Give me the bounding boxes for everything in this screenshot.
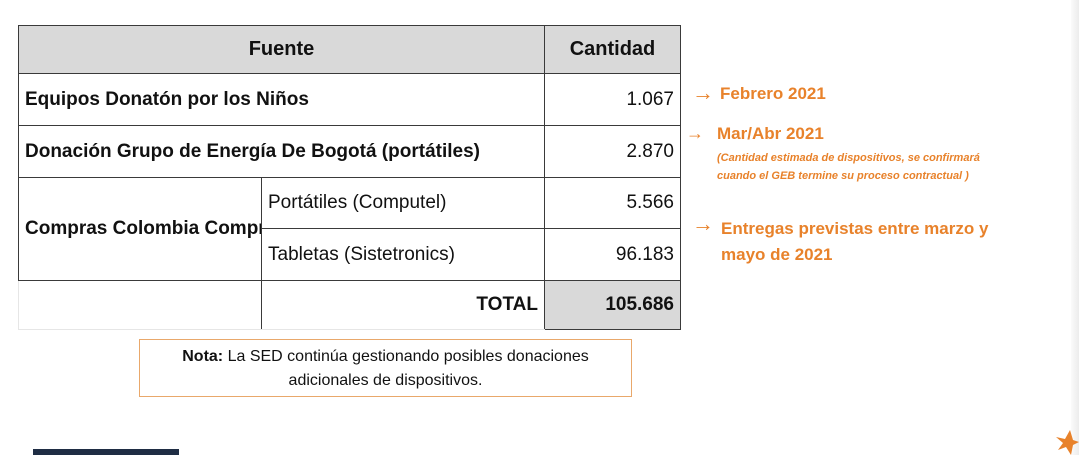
header-quantity: Cantidad (544, 25, 681, 74)
note-febrero: Febrero 2021 (720, 84, 826, 103)
nota-box: Nota: La SED continúa gestionando posibl… (139, 339, 632, 397)
nota-line: Nota: La SED continúa gestionando posibl… (140, 345, 631, 369)
nota-label: Nota: (182, 348, 224, 365)
total-row: TOTAL 105.686 (18, 280, 681, 330)
table-row: Compras Colombia Compra Eficiente Portát… (18, 177, 681, 281)
source-cell: Donación Grupo de Energía De Bogotá (por… (18, 125, 545, 178)
empty-cell (18, 280, 262, 330)
note-line: mayo de 2021 (721, 245, 833, 264)
arrow-right-icon: → (686, 123, 704, 143)
nota-text: La SED continúa gestionando posibles don… (227, 348, 589, 365)
table-row: Equipos Donatón por los Niños 1.067 (18, 73, 681, 126)
total-label: TOTAL (261, 280, 545, 330)
quantity-cell: 96.183 (544, 228, 681, 281)
arrow-right-icon: → (692, 80, 714, 105)
source-cell: Equipos Donatón por los Niños (18, 73, 545, 126)
quantity-cell: 1.067 (544, 73, 681, 126)
logo-bar (33, 449, 179, 455)
devices-table: Fuente Cantidad Equipos Donatón por los … (18, 25, 681, 330)
total-value: 105.686 (544, 280, 681, 330)
table-row: Tabletas (Sistetronics) 96.183 (19, 228, 681, 281)
quantity-cell: 2.870 (544, 125, 681, 178)
note-line: Entregas previstas entre marzo y (721, 219, 989, 238)
note-mar-abr: Mar/Abr 2021 (717, 124, 824, 143)
star-logo-icon (1056, 430, 1079, 455)
note-detail-line: (Cantidad estimada de dispositivos, se c… (717, 152, 980, 164)
group-label: Compras Colombia Compra Eficiente (18, 177, 262, 281)
quantity-cell: 5.566 (544, 177, 681, 229)
nota-line: adicionales de dispositivos. (288, 372, 483, 389)
note-mar-abr-detail: (Cantidad estimada de dispositivos, se c… (717, 149, 980, 185)
arrow-right-icon: → (692, 211, 714, 236)
page-edge (1071, 0, 1079, 455)
note-detail-line: cuando el GEB termine su proceso contrac… (717, 170, 969, 182)
table-row: Donación Grupo de Energía De Bogotá (por… (18, 125, 681, 178)
note-entregas: Entregas previstas entre marzo y mayo de… (721, 216, 988, 268)
header-source: Fuente (18, 25, 545, 74)
source-cell: Tabletas (Sistetronics) (261, 228, 545, 281)
table-header-row: Fuente Cantidad (18, 25, 681, 74)
source-cell: Portátiles (Computel) (261, 177, 545, 229)
